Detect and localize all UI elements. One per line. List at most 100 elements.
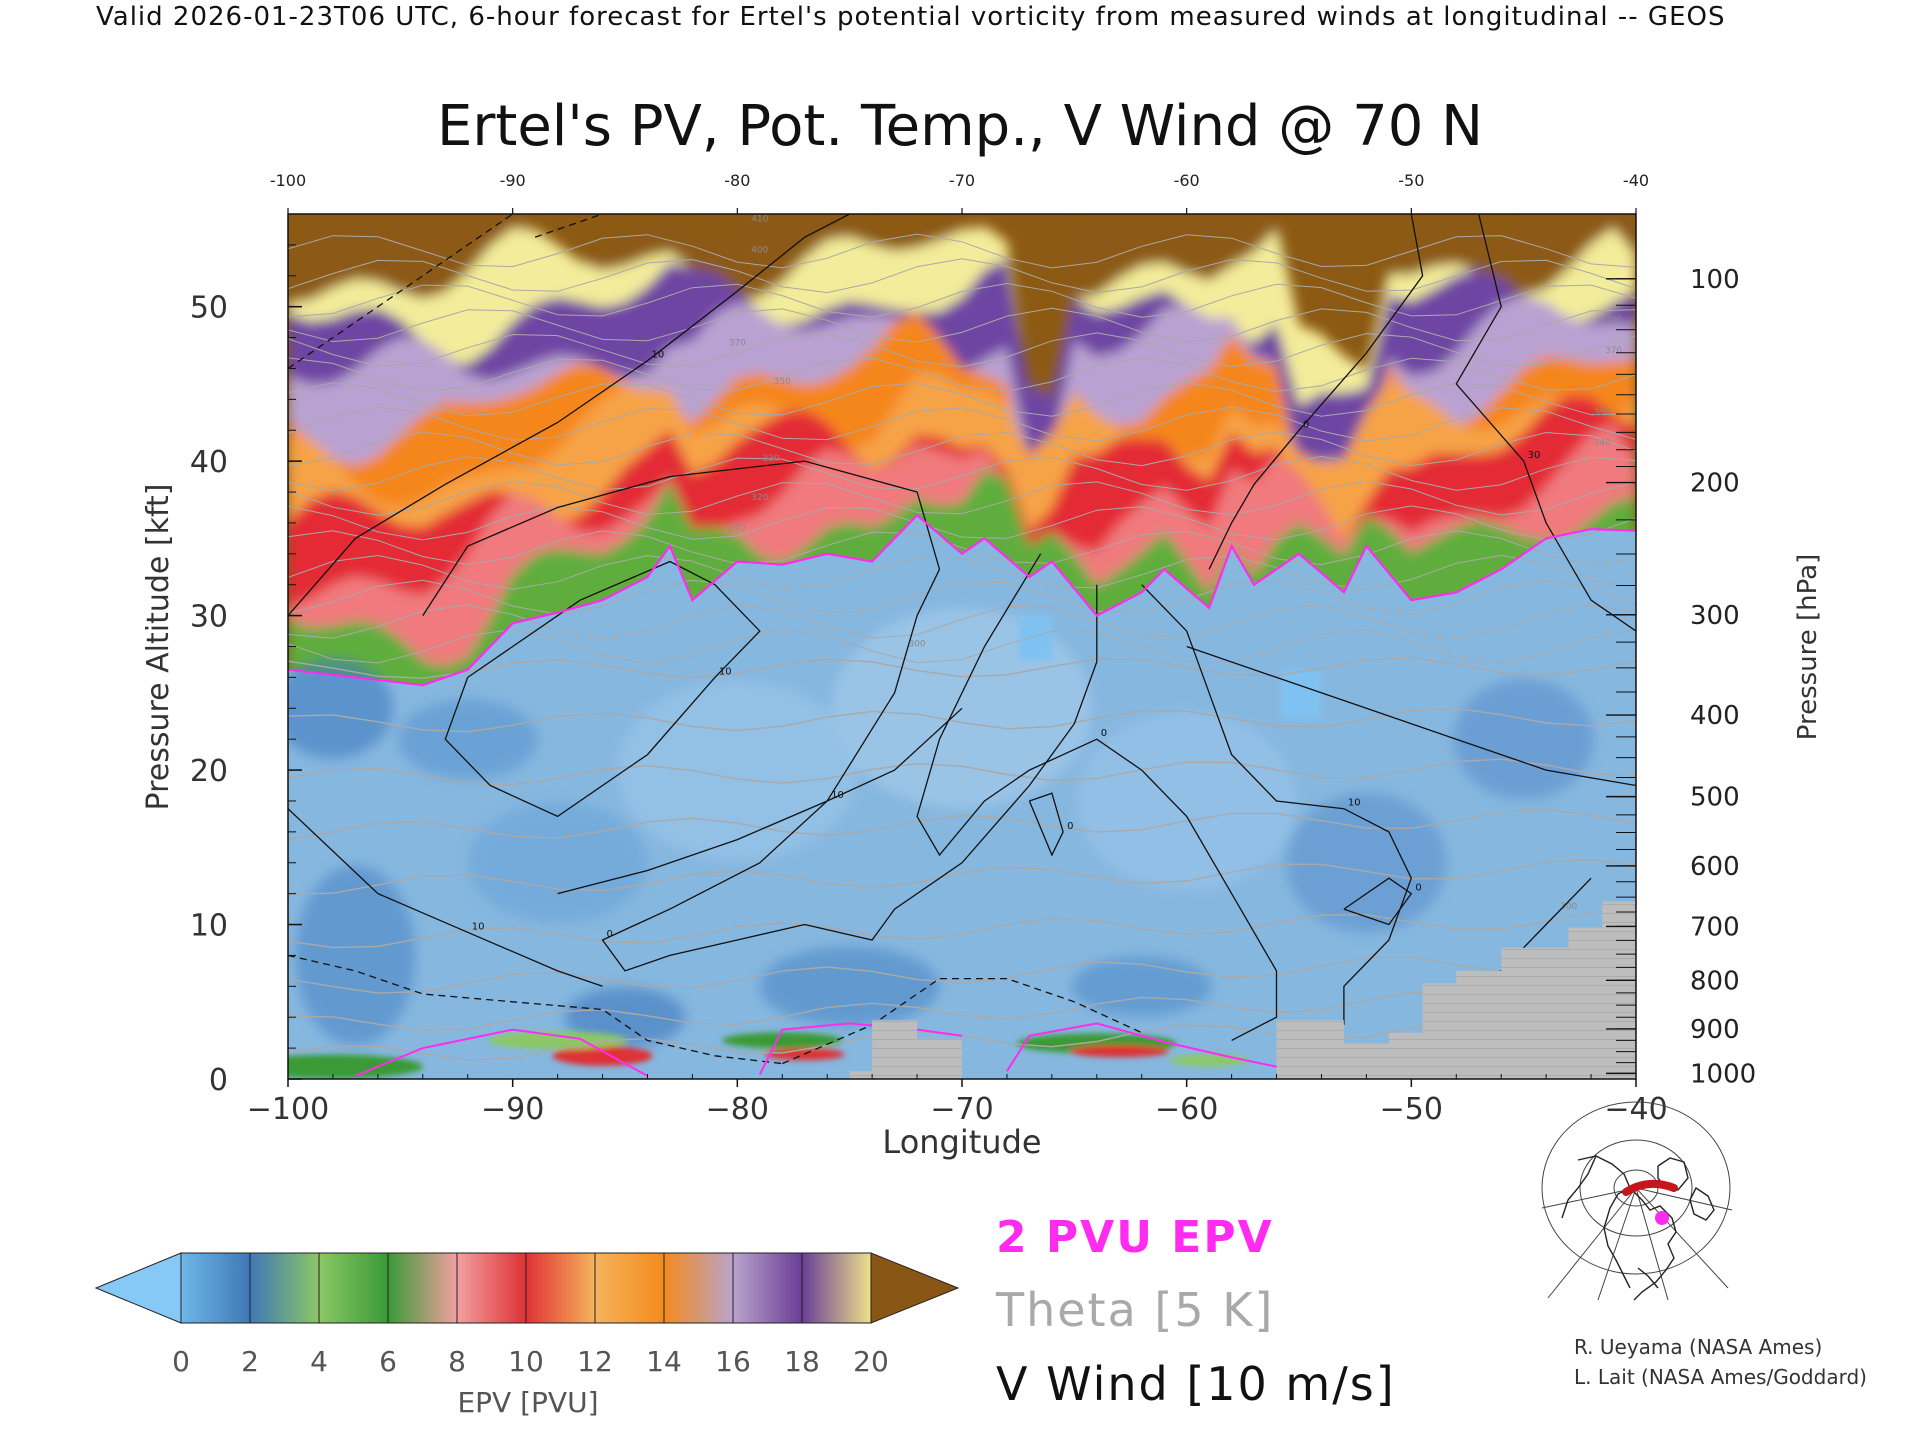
y-axis-label: Pressure Altitude [kft] <box>141 484 176 811</box>
x-tick-label: −70 <box>930 1092 993 1127</box>
map-coastline-north-america <box>1561 1155 1715 1301</box>
theta-label: 300 <box>908 640 925 650</box>
epv-texture-blob <box>295 865 416 1046</box>
x-top-tick-label: -90 <box>500 171 526 190</box>
v-wind-contour-label: 0 <box>1067 821 1073 832</box>
epv-texture-blob <box>565 987 685 1048</box>
chart-title: Ertel's PV, Pot. Temp., V Wind @ 70 N <box>437 94 1483 159</box>
v-wind-contour <box>1186 645 1636 787</box>
v-wind-contour <box>444 560 761 818</box>
theta-line <box>288 258 1636 294</box>
theta-line <box>288 381 1636 417</box>
epv-near-surface-blob <box>552 1045 653 1066</box>
theta-line <box>288 579 1636 615</box>
colorbar-tick-label: 0 <box>172 1345 190 1378</box>
colorbar-tick-label: 6 <box>379 1345 397 1378</box>
axes: −100 -100 −90 -90 −80 -80 −70 -70 −60 -60 −50 -50 −4… <box>190 171 1756 1127</box>
theta-label: 320 <box>751 493 768 503</box>
y2-tick-label: 200 <box>1690 469 1740 499</box>
x-tick-label: −60 <box>1155 1092 1218 1127</box>
theta-label: 350 <box>1594 408 1611 418</box>
epv-texture-blob <box>617 680 858 861</box>
epv-near-surface-blob <box>1069 1045 1170 1058</box>
epv-near-surface-blob <box>1169 1054 1250 1067</box>
colorbar-tick-label: 16 <box>715 1345 751 1378</box>
v-wind-contours: 10 10 0 10 10 0 0 10 0 0 30 <box>288 214 1636 1065</box>
colorbar-over-arrow <box>870 1252 960 1324</box>
colorbar-label: EPV [PVU] <box>457 1386 598 1419</box>
pv-tropopause-line <box>288 513 1636 687</box>
epv-texture-blob <box>467 802 648 923</box>
y-tick-label: 10 <box>190 909 228 944</box>
epv-texture-blob <box>759 946 940 1027</box>
x-tick-label: −80 <box>706 1092 769 1127</box>
surface-hatch <box>288 901 1636 1079</box>
colorbar-segment <box>318 1252 389 1324</box>
theta-line <box>288 908 1636 949</box>
x-top-tick-label: -70 <box>949 171 975 190</box>
colorbar-under-arrow <box>94 1252 182 1324</box>
theta-line <box>288 808 1636 841</box>
theta-line <box>288 480 1636 516</box>
theta-line <box>288 357 1636 393</box>
y-tick-label: 50 <box>190 291 228 326</box>
colorbar-tick-label: 2 <box>241 1345 259 1378</box>
epv-near-surface-blob <box>722 1032 843 1049</box>
v-wind-contour <box>1343 877 1413 926</box>
colorbar: 0 2 4 6 8 10 12 14 16 18 20 <box>94 1252 960 1378</box>
v-wind-contour <box>288 214 514 370</box>
theta-label: 400 <box>751 246 768 256</box>
credit-line-2: L. Lait (NASA Ames/Goddard) <box>1574 1365 1867 1389</box>
map-cross-section-line <box>1622 1179 1678 1196</box>
y2-tick-label: 300 <box>1690 601 1740 631</box>
theta-line <box>288 431 1636 467</box>
epv-field <box>288 214 1636 1079</box>
v-wind-contour <box>1208 214 1424 570</box>
epv-texture-blob <box>288 658 393 759</box>
v-wind-contour <box>1141 584 1413 1025</box>
v-wind-contour <box>288 808 603 987</box>
v-wind-contour <box>557 707 963 895</box>
v-wind-contour <box>782 977 1142 1065</box>
y2-tick-label: 100 <box>1690 265 1740 295</box>
colorbar-segment <box>663 1252 734 1324</box>
colorbar-tick-label: 14 <box>646 1345 682 1378</box>
v-wind-contour-label: 0 <box>1101 728 1107 739</box>
v-wind-contour <box>916 553 1278 1041</box>
theta-line <box>288 991 1636 1032</box>
x-top-tick-label: -40 <box>1623 171 1649 190</box>
theta-line <box>288 406 1636 442</box>
pv-surface-contour <box>758 1022 963 1075</box>
credit-line-1: R. Ueyama (NASA Ames) <box>1574 1335 1822 1359</box>
y-tick-label: 40 <box>190 445 228 480</box>
theta-label: 310 <box>729 524 746 534</box>
x-tick-label: −40 <box>1604 1092 1667 1127</box>
colorbar-tick-label: 4 <box>310 1345 328 1378</box>
epv-texture-blob <box>1286 792 1447 933</box>
v-wind-contour-label: 0 <box>607 929 613 940</box>
colorbar-tick-label: 18 <box>784 1345 820 1378</box>
theta-line <box>288 554 1636 590</box>
v-wind-contour-label: 10 <box>719 666 732 677</box>
y2-tick-label: 500 <box>1690 783 1740 813</box>
theta-line <box>288 282 1636 318</box>
v-wind-contour-label: 10 <box>472 921 485 932</box>
theta-label: 350 <box>774 377 791 387</box>
epv-texture-blob <box>1071 956 1212 1017</box>
v-wind-contour-label: 10 <box>1348 798 1361 809</box>
theta-label: 300 <box>1560 902 1577 912</box>
legend-entry: Theta [5 K] <box>995 1283 1274 1337</box>
y-tick-label: 0 <box>209 1063 228 1098</box>
epv-texture-blob <box>397 699 538 780</box>
pv-surface-contour <box>355 1028 648 1077</box>
y2-axis-label: Pressure [hPa] <box>1793 554 1823 741</box>
pv-surface-contour <box>1006 1022 1277 1072</box>
x-top-tick-label: -100 <box>270 171 306 190</box>
x-top-tick-label: -60 <box>1174 171 1200 190</box>
v-wind-contour <box>1455 214 1636 632</box>
legend-entry: V Wind [10 m/s] <box>996 1357 1396 1411</box>
theta-line <box>288 455 1636 492</box>
